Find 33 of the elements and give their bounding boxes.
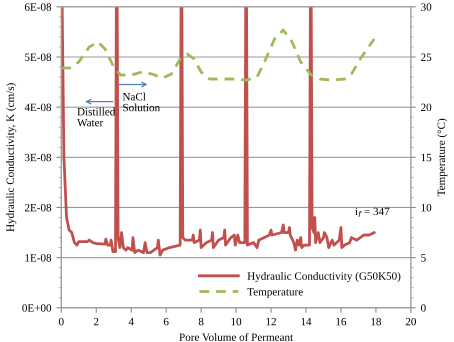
y-tick-label: 0E+00 [22, 304, 52, 312]
x-tick-label: 6 [164, 318, 169, 326]
y-tick-label: 6E-08 [24, 3, 52, 11]
y2-tick-label: 20 [421, 104, 432, 112]
x-tick-label: 8 [198, 318, 204, 326]
y-tick-label: 1E-08 [25, 254, 52, 262]
x-tick-label: 20 [406, 318, 416, 326]
y2-tick-label: 30 [421, 3, 432, 11]
y-tick-label: 5E-08 [25, 53, 52, 61]
y2-axis-title: Temperature (°C) [437, 118, 448, 196]
x-tick-label: 2 [94, 318, 98, 326]
x-tick-label: 10 [232, 318, 242, 326]
y-axis-title: Hydraulic Conductivity, K (cm/s) [6, 83, 16, 232]
x-tick-label: 16 [336, 318, 346, 326]
y-tick-label: 3E-08 [24, 154, 52, 162]
legend-label: Hydraulic Conductivity (G50K50) [248, 272, 400, 282]
y2-tick-label: 10 [422, 204, 432, 212]
y2-tick-label: 0 [421, 304, 426, 312]
line-series [61, 28, 376, 82]
annotation: i$_{f}$ = 347 [355, 208, 390, 217]
x-tick-label: 18 [371, 318, 382, 326]
y2-tick-label: 5 [421, 254, 426, 262]
y-tick-label: 4E-08 [24, 104, 52, 112]
y-tick-label: 2E-08 [24, 204, 52, 212]
x-tick-label: 4 [128, 318, 134, 326]
annotation: NaCl Solution [122, 92, 160, 112]
x-tick-label: 12 [266, 318, 276, 326]
y2-tick-label: 15 [422, 154, 432, 162]
legend-label: Temperature [247, 288, 303, 298]
x-tick-label: 14 [301, 318, 312, 326]
x-axis-title: Pore Volume of Permeant [179, 333, 294, 342]
y2-tick-label: 25 [421, 53, 432, 61]
x-tick-label: 0 [58, 318, 64, 326]
